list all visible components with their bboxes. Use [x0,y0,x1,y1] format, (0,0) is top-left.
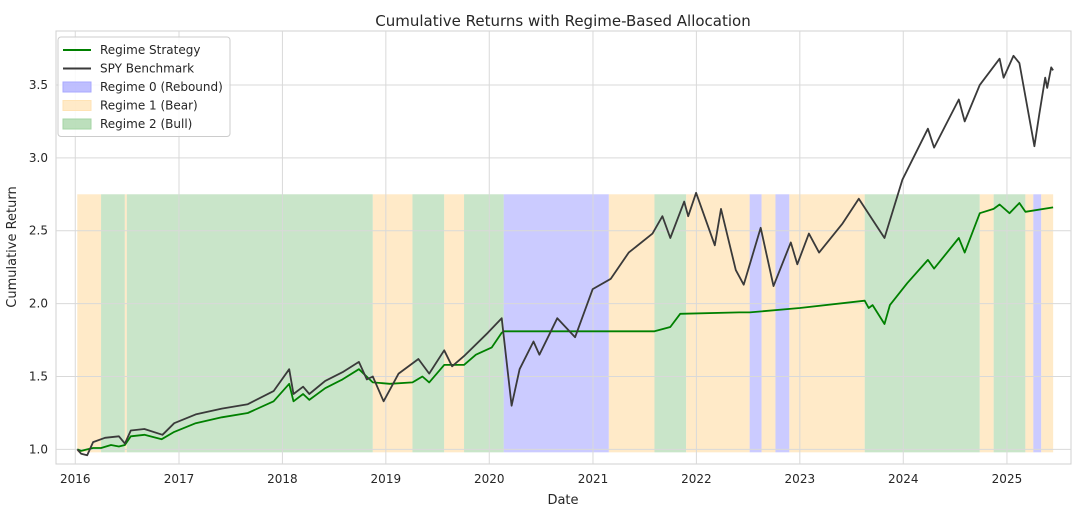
x-tick-label: 2022 [681,472,712,486]
legend-swatch-regime-0-rebound [62,81,92,93]
x-tick-label: 2018 [267,472,298,486]
legend-swatch-regime-2-bull [62,118,92,130]
y-axis-label: Cumulative Return [5,186,20,307]
legend-label-regime-0-rebound: Regime 0 (Rebound) [100,80,223,94]
regime-2-band [654,194,687,453]
regime-1-band [77,194,102,453]
regime-2-band [101,194,125,453]
y-tick-label: 1.0 [29,442,48,456]
chart-title: Cumulative Returns with Regime-Based All… [375,12,750,30]
regime-1-band [372,194,413,453]
regime-1-band [1041,194,1054,453]
regime-1-band [789,194,865,453]
regime-1-band [761,194,776,453]
regime-1-band [444,194,465,453]
legend-frame [57,36,231,137]
legend-label-regime-strategy: Regime Strategy [100,43,200,57]
regime-1-band [686,194,750,453]
y-tick-label: 3.5 [29,78,48,92]
legend-label-regime-1-bear: Regime 1 (Bear) [100,99,198,113]
regime-2-band [993,194,1026,453]
regime-1-band [979,194,994,453]
regime-0-band [749,194,762,453]
regime-1-band [608,194,655,453]
x-tick-label: 2023 [785,472,816,486]
regime-2-band [412,194,445,453]
y-tick-label: 1.5 [29,370,48,384]
x-axis-label: Date [547,493,578,508]
regime-1-band [1025,194,1034,453]
x-tick-label: 2017 [164,472,195,486]
x-tick-label: 2021 [578,472,609,486]
regime-0-band [503,194,609,453]
regime-0-band [775,194,790,453]
legend: Regime Strategy SPY Benchmark Regime 0 (Re… [57,36,231,137]
x-tick-label: 2025 [992,472,1023,486]
x-tick-label: 2016 [60,472,91,486]
x-tick-label: 2019 [371,472,402,486]
y-tick-label: 2.5 [29,224,48,238]
regime-0-band [1033,194,1042,453]
y-tick-label: 3.0 [29,151,48,165]
regime-bands [77,194,1054,453]
x-tick-label: 2020 [474,472,505,486]
y-tick-label: 2.0 [29,297,48,311]
legend-label-spy-benchmark: SPY Benchmark [100,62,194,76]
regime-1-band [124,194,127,453]
x-tick-labels: 2016 2017 2018 2019 2020 2021 2022 2023 2024 2025 [60,472,1022,486]
regime-strategy-line [76,202,1054,452]
series-lines [76,54,1054,457]
legend-swatch-regime-1-bear [62,100,92,111]
spy-benchmark-line [76,54,1054,457]
legend-label-regime-2-bull: Regime 2 (Bull) [100,117,192,131]
y-tick-labels: 1.0 1.5 2.0 2.5 3.0 3.5 [29,78,48,456]
x-tick-label: 2024 [888,472,919,486]
regime-2-band [126,194,373,453]
